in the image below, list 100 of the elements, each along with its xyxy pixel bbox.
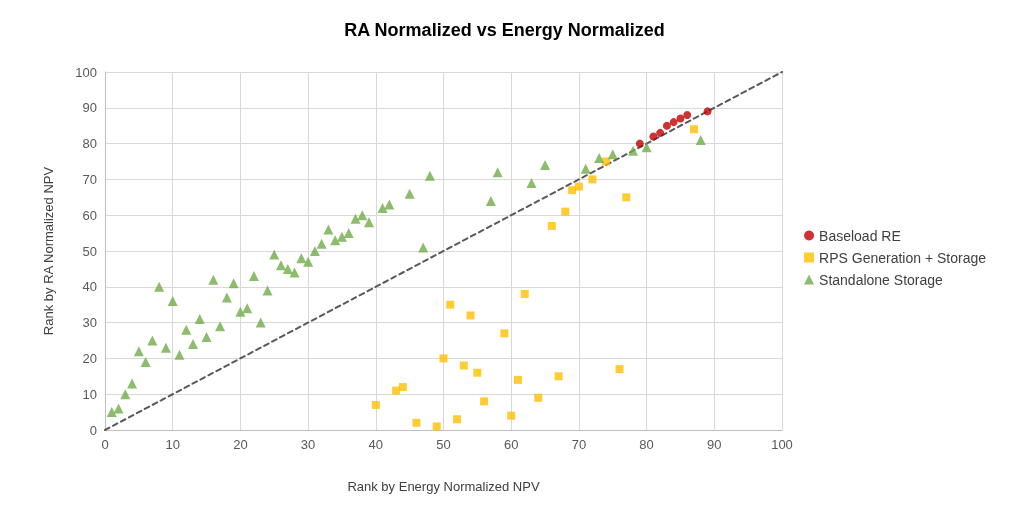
point [269,249,280,260]
point [215,321,226,332]
point [622,193,631,202]
legend-label: Standalone Storage [819,271,944,288]
y-tick-label: 70 [82,171,97,187]
point [113,403,124,414]
y-tick-label: 60 [82,207,97,223]
point [248,271,259,282]
point [181,324,192,335]
point [669,118,678,127]
point [466,311,475,320]
point [336,231,347,242]
point [492,167,503,178]
point [140,356,151,367]
y-tick-label: 90 [82,100,97,116]
x-tick-label: 40 [368,437,384,452]
point [459,361,468,370]
point [513,375,522,384]
point [641,142,652,153]
point [676,114,685,123]
point [473,368,482,377]
point [649,132,658,141]
point [133,346,144,357]
point [628,145,639,156]
point [364,217,375,228]
point [188,339,199,350]
point [424,170,435,181]
point [480,397,489,406]
point [453,415,462,424]
point [154,281,165,292]
legend-label: Baseload RE [819,227,901,244]
point [357,210,368,221]
point [127,378,138,389]
y-tick-label: 0 [89,422,97,438]
point [485,195,496,206]
y-tick-label: 30 [82,315,97,331]
point [689,125,698,134]
point [228,278,239,289]
x-axis-title: Rank by Energy Normalized NPV [347,479,540,494]
x-tick-label: 50 [436,437,451,452]
point [282,263,293,274]
point [276,260,287,271]
point [167,296,178,307]
x-tick-label: 60 [503,437,519,452]
x-tick-label: 10 [165,437,180,452]
point [561,207,570,216]
point [683,110,692,119]
chart-title: RA Normalized vs Energy Normalized [344,20,665,40]
x-tick-label: 70 [571,437,587,452]
point [439,354,448,363]
point [588,175,597,184]
point [534,393,543,402]
point [208,274,219,285]
point [695,135,706,146]
point [568,186,577,195]
point [316,238,327,249]
x-tick-label: 100 [771,437,793,452]
point [404,188,415,199]
point [607,149,618,160]
point [392,386,401,395]
point [201,331,212,342]
point [580,163,591,174]
point [615,365,624,374]
point [656,128,665,137]
point [160,342,171,353]
y-tick-label: 40 [82,279,97,295]
x-tick-label: 30 [300,437,316,452]
x-tick-label: 80 [639,437,654,452]
y-tick-label: 80 [82,136,97,152]
point [547,221,556,230]
x-tick-label: 20 [233,437,248,452]
point [147,335,158,346]
point [432,422,441,431]
point [194,314,205,325]
y-tick-label: 50 [82,243,97,259]
x-tick-label: 0 [101,437,109,452]
point [289,267,300,278]
legend-label: RPS Generation + Storage [819,249,987,266]
point [412,418,421,427]
point [554,372,563,381]
x-tick-label: 90 [707,437,722,452]
point [343,228,354,239]
point [418,242,429,253]
point [350,213,361,224]
point [371,400,380,409]
point [635,139,644,148]
point [255,317,266,328]
point [323,224,334,235]
point [120,389,131,400]
point [309,246,320,256]
y-axis-title: Rank by RA Normalized NPV [41,166,56,336]
point [540,160,551,171]
point [574,182,583,191]
y-tick-label: 10 [82,386,97,402]
point [262,285,273,296]
point [507,411,516,420]
point [377,203,388,214]
point [398,383,407,392]
point [500,329,509,338]
point [526,177,537,188]
